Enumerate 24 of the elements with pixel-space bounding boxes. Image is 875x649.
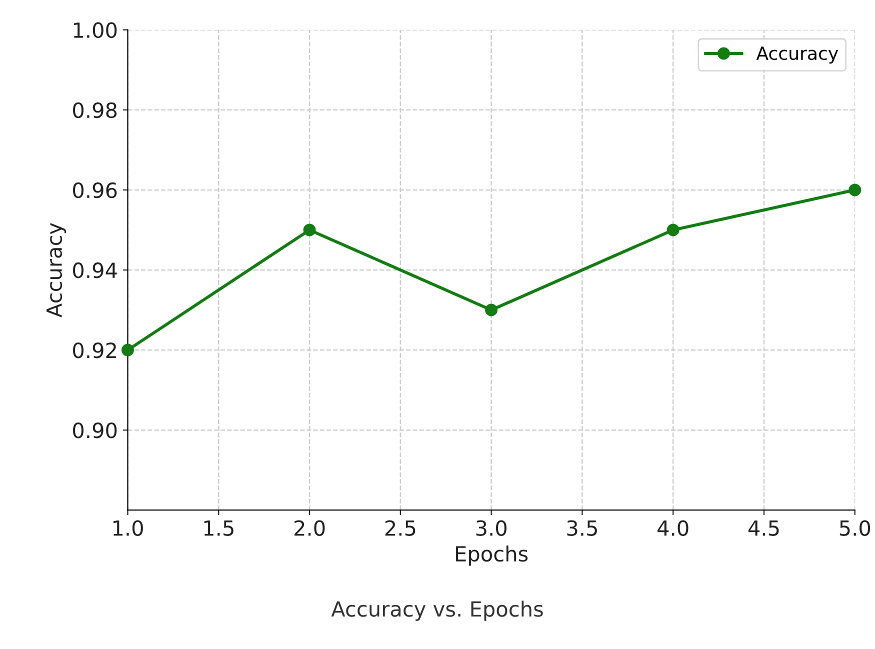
text: Accuracy vs. Epochs	[331, 600, 543, 621]
y-tick-label: 0.96	[73, 182, 117, 198]
x-tick-label: 3.5	[567, 520, 597, 536]
point	[122, 344, 134, 356]
point	[485, 304, 498, 316]
point	[666, 224, 680, 236]
y-axis-title: Accuracy	[46, 223, 66, 318]
x-tick-label: 1.0	[113, 520, 143, 536]
y-tick-label: 0.90	[73, 422, 117, 438]
point	[848, 184, 862, 196]
x-tick-label: 3.0	[476, 520, 506, 536]
point	[303, 224, 316, 236]
x-tick-label: 2.5	[385, 520, 416, 536]
x-tick-label: 5.0	[840, 520, 870, 536]
x-tick-label: 4.5	[748, 520, 779, 536]
x-tick-label: 4.0	[658, 520, 688, 536]
y-tick-label: 0.94	[73, 262, 117, 278]
x-axis-title: Epochs	[456, 546, 528, 566]
x-tick-label: 2.0	[294, 520, 325, 536]
legend-label: Accuracy	[756, 46, 838, 64]
x-tick-label: 1.5	[204, 520, 234, 536]
y-tick-label: 0.92	[73, 342, 116, 358]
y-tick-label: 1.00	[74, 22, 117, 38]
y-tick-label: 0.98	[73, 102, 117, 118]
